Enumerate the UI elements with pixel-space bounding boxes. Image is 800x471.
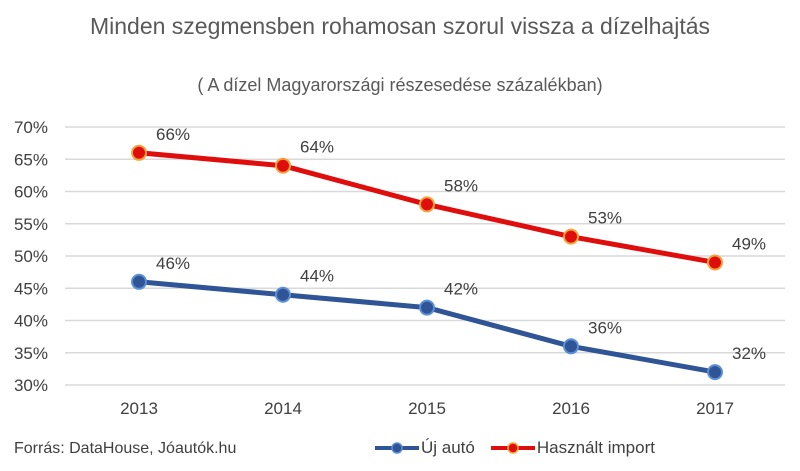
y-tick-label: 35% bbox=[14, 344, 48, 363]
y-tick-label: 55% bbox=[14, 215, 48, 234]
chart-subtitle: ( A dízel Magyarországi részesedése száz… bbox=[197, 75, 603, 95]
x-tick-label: 2015 bbox=[408, 399, 446, 418]
legend: Új autó Használt import bbox=[375, 438, 655, 458]
data-label: 64% bbox=[300, 138, 334, 157]
data-point bbox=[131, 144, 147, 161]
data-point bbox=[275, 157, 291, 174]
data-point bbox=[131, 273, 147, 290]
data-label: 53% bbox=[588, 209, 622, 228]
legend-item-hasznalt-import: Használt import bbox=[490, 438, 655, 458]
y-tick-label: 60% bbox=[14, 183, 48, 202]
chart-title: Minden szegmensben rohamosan szorul viss… bbox=[89, 13, 711, 39]
y-tick-label: 40% bbox=[14, 312, 48, 331]
y-tick-label: 70% bbox=[14, 118, 48, 137]
data-label: 44% bbox=[300, 267, 334, 286]
data-label: 58% bbox=[444, 176, 478, 195]
data-point bbox=[707, 254, 723, 271]
data-point bbox=[275, 286, 291, 303]
legend-marker-red bbox=[490, 442, 535, 454]
data-label: 42% bbox=[444, 280, 478, 299]
y-tick-label: 45% bbox=[14, 279, 48, 298]
y-tick-label: 65% bbox=[14, 150, 48, 169]
data-point bbox=[563, 338, 579, 355]
legend-label: Új autó bbox=[421, 438, 475, 457]
data-point bbox=[563, 228, 579, 245]
y-tick-label: 30% bbox=[14, 376, 48, 395]
legend-item-uj-auto: Új autó bbox=[375, 438, 475, 458]
source-note: Forrás: DataHouse, Jóautók.hu bbox=[14, 440, 237, 457]
data-label: 32% bbox=[732, 344, 766, 363]
series-line-0 bbox=[138, 279, 716, 375]
x-tick-label: 2014 bbox=[264, 399, 302, 418]
y-tick-label: 50% bbox=[14, 247, 48, 266]
data-label: 49% bbox=[732, 234, 766, 253]
data-point bbox=[707, 364, 723, 381]
legend-marker-blue bbox=[375, 442, 419, 454]
data-point bbox=[419, 299, 435, 316]
x-tick-label: 2017 bbox=[696, 399, 734, 418]
data-label: 66% bbox=[156, 125, 190, 144]
x-tick-label: 2016 bbox=[552, 399, 590, 418]
data-label: 36% bbox=[588, 318, 622, 337]
legend-label: Használt import bbox=[536, 438, 655, 457]
data-label: 46% bbox=[156, 254, 190, 273]
x-tick-label: 2013 bbox=[120, 399, 158, 418]
data-point bbox=[419, 196, 435, 213]
